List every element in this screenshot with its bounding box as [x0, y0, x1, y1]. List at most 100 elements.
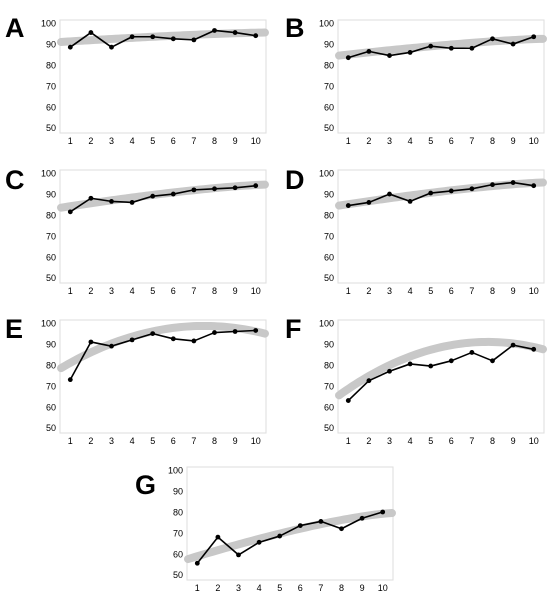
x-tick-label: 9 — [233, 436, 238, 446]
data-point — [150, 34, 156, 40]
data-point — [253, 33, 259, 39]
data-point — [253, 183, 259, 189]
y-tick-label: 70 — [46, 231, 56, 241]
data-point — [67, 209, 73, 215]
series-line — [69, 329, 256, 381]
series-line — [348, 35, 534, 59]
data-point — [215, 534, 221, 540]
y-tick-label: 50 — [324, 273, 334, 283]
y-tick-label: 90 — [173, 486, 183, 496]
x-tick-label: 5 — [150, 436, 155, 446]
panel-label: E — [5, 314, 23, 344]
y-tick-label: 90 — [324, 189, 334, 199]
x-tick-label: 6 — [171, 136, 176, 146]
chart-panel-a: A 50 60 70 80 90 100 1 2 3 4 5 6 7 8 9 10 — [5, 13, 269, 146]
data-point — [387, 191, 392, 197]
data-point — [407, 361, 413, 367]
y-tick-label: 80 — [46, 210, 56, 220]
x-tick-label: 4 — [130, 286, 135, 296]
data-point — [339, 526, 344, 532]
x-tick-label: 5 — [428, 286, 433, 296]
data-point — [88, 195, 94, 201]
x-tick-label: 8 — [490, 436, 495, 446]
x-tick-label: 9 — [233, 136, 238, 146]
y-tick-label: 90 — [46, 39, 56, 49]
x-tick-label: 8 — [339, 583, 344, 593]
data-point — [531, 34, 537, 40]
x-tick-label: 3 — [387, 286, 392, 296]
data-point — [88, 30, 94, 35]
data-point — [67, 377, 73, 383]
data-point — [67, 44, 73, 50]
y-tick-label: 100 — [168, 466, 183, 476]
chart-panel-f: F 50 60 70 80 90 100 1 2 3 4 5 6 7 8 9 10 — [285, 314, 547, 446]
data-point — [359, 515, 365, 521]
data-point — [191, 338, 197, 344]
y-tick-label: 60 — [324, 402, 334, 412]
panel-label: D — [285, 165, 305, 195]
y-tick-label: 80 — [324, 360, 334, 370]
data-point — [490, 358, 495, 364]
y-tick-label: 70 — [46, 381, 56, 391]
y-tick-label: 100 — [41, 319, 56, 329]
x-tick-label: 10 — [529, 286, 539, 296]
data-point — [256, 539, 262, 545]
plot-area — [337, 169, 545, 284]
x-tick-label: 5 — [150, 136, 155, 146]
x-tick-label: 2 — [366, 436, 371, 446]
panel-label: C — [5, 165, 25, 195]
data-point — [88, 339, 94, 345]
x-tick-label: 10 — [529, 136, 539, 146]
plot-area — [59, 19, 267, 134]
x-tick-label: 6 — [449, 136, 454, 146]
data-point — [531, 183, 537, 189]
data-point — [109, 198, 114, 204]
data-point — [510, 180, 516, 185]
data-point — [194, 560, 200, 566]
y-tick-label: 100 — [319, 319, 334, 329]
x-tick-label: 9 — [233, 286, 238, 296]
x-tick-label: 2 — [88, 136, 93, 146]
data-point — [490, 36, 495, 42]
chart-panel-b: B 50 60 70 80 90 100 1 2 3 4 5 6 7 8 9 10 — [285, 13, 547, 146]
trend-band — [57, 321, 269, 373]
y-tick-label: 90 — [46, 189, 56, 199]
series-line — [348, 181, 534, 207]
x-tick-label: 6 — [171, 286, 176, 296]
trend-band — [57, 180, 269, 212]
x-tick-label: 7 — [191, 286, 196, 296]
data-point — [366, 378, 372, 384]
data-point — [531, 346, 537, 352]
x-tick-label: 8 — [490, 136, 495, 146]
plot-area — [337, 19, 545, 134]
x-tick-label: 9 — [511, 136, 516, 146]
y-tick-label: 70 — [324, 381, 334, 391]
data-point — [191, 187, 197, 193]
x-tick-label: 2 — [366, 136, 371, 146]
data-point — [510, 41, 516, 47]
data-point — [428, 190, 434, 196]
x-tick-label: 3 — [109, 136, 114, 146]
chart-panel-e: E 50 60 70 80 90 100 1 2 3 4 5 6 7 8 9 10 — [5, 314, 269, 446]
x-tick-label: 6 — [449, 286, 454, 296]
x-tick-label: 9 — [360, 583, 365, 593]
data-point — [129, 337, 135, 343]
data-point — [469, 186, 475, 192]
data-point — [253, 328, 259, 333]
x-tick-label: 8 — [212, 286, 217, 296]
data-point — [366, 200, 372, 205]
x-tick-label: 2 — [366, 286, 371, 296]
y-tick-label: 80 — [324, 60, 334, 70]
x-tick-label: 4 — [408, 436, 413, 446]
data-point — [490, 182, 495, 188]
panel-label: G — [135, 470, 156, 500]
chart-panel-d: D 50 60 70 80 90 100 1 2 3 4 5 6 7 8 9 10 — [285, 165, 547, 296]
x-tick-label: 6 — [449, 436, 454, 446]
x-tick-label: 1 — [346, 136, 351, 146]
y-tick-label: 100 — [319, 169, 334, 179]
x-tick-label: 3 — [387, 136, 392, 146]
data-point — [366, 48, 372, 54]
y-tick-label: 90 — [46, 339, 56, 349]
data-point — [212, 330, 217, 335]
x-tick-label: 7 — [469, 436, 474, 446]
